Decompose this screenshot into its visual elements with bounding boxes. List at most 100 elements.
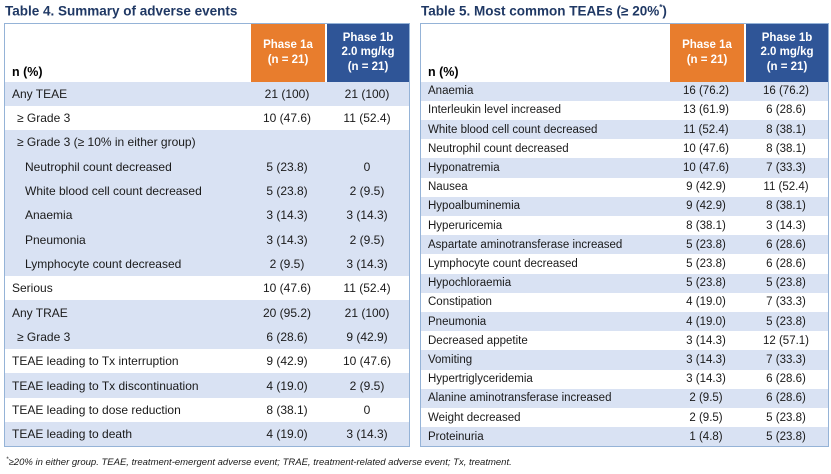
row-value-phase1a: 6 (28.6) <box>266 329 308 344</box>
row-label: Proteinuria <box>428 430 484 443</box>
footnote-asterisk: * <box>6 456 9 463</box>
table-row: Hyperuricemia 8 (38.1) 3 (14.3) <box>421 215 828 236</box>
row-label: Lymphocyte count decreased <box>428 257 578 270</box>
table4-section: Table 4. Summary of adverse events n (%)… <box>4 3 410 448</box>
table4-title-text: Table 4. Summary of adverse events <box>5 3 238 19</box>
table4-npct-header: n (%) <box>5 23 249 82</box>
table-row: Pneumonia 3 (14.3) 2 (9.5) <box>5 227 409 252</box>
row-value-phase1b: 7 (33.3) <box>766 353 806 366</box>
table-row: ≥ Grade 3 6 (28.6) 9 (42.9) <box>5 324 409 350</box>
row-value-phase1b: 6 (28.6) <box>766 392 806 405</box>
row-value-phase1a: 20 (95.2) <box>262 305 312 320</box>
row-value-phase1a: 2 (9.5) <box>269 256 305 271</box>
row-value-phase1a: 3 (14.3) <box>686 373 726 386</box>
table-row: Lymphocyte count decreased 2 (9.5) 3 (14.3… <box>5 251 409 277</box>
table-row: TEAE leading to Tx discontinuation 4 (19.… <box>5 373 409 398</box>
table-row: TEAE leading to dose reduction 8 (38.1) 0 <box>5 397 409 423</box>
row-label: Weight decreased <box>428 411 521 424</box>
row-value-phase1a: 3 (14.3) <box>266 208 308 223</box>
row-value-phase1b: 3 (14.3) <box>346 256 388 271</box>
row-label: Lymphocyte count decreased <box>25 256 182 271</box>
table-row: Aspartate aminotransferase increased 5 (2… <box>421 235 828 255</box>
row-label: TEAE leading to Tx discontinuation <box>12 378 199 393</box>
row-value-phase1a: 3 (14.3) <box>686 334 726 347</box>
table4-body: Any TEAE 21 (100) 21 (100) ≥ Grade 3 10 (47.… <box>5 81 409 447</box>
table-row: Hypochloraemia 5 (23.8) 5 (23.8) <box>421 273 828 293</box>
row-label: Hyponatremia <box>428 161 500 174</box>
row-label: TEAE leading to Tx interruption <box>12 354 179 369</box>
row-value-phase1a: 9 (42.9) <box>266 354 308 369</box>
row-label: White blood cell count decreased <box>25 183 202 198</box>
row-value-phase1b: 5 (23.8) <box>766 277 806 290</box>
row-value-phase1a: 4 (19.0) <box>686 315 726 328</box>
table4: n (%) Phase 1a (n = 21) Phase 1b 2.0 mg/kg(… <box>4 22 410 448</box>
table5-section: Table 5. Most common TEAEs (≥ 20%*) n (%… <box>420 3 829 448</box>
row-value-phase1a: 5 (23.8) <box>266 183 308 198</box>
row-label: Anaemia <box>25 208 73 223</box>
row-value-phase1a: 5 (23.8) <box>686 277 726 290</box>
row-value-phase1b: 21 (100) <box>344 305 390 320</box>
row-value-phase1b: 6 (28.6) <box>766 257 806 270</box>
table5-column-header-1: Phase 1a (n = 21) <box>668 23 744 82</box>
table5-title: Table 5. Most common TEAEs (≥ 20%*) <box>421 3 829 19</box>
row-label: Any TRAE <box>12 305 68 320</box>
row-value-phase1b: 11 (52.4) <box>763 181 809 194</box>
row-label: Interleukin level increased <box>428 104 561 117</box>
row-value-phase1a: 10 (47.6) <box>682 161 730 174</box>
row-value-phase1b: 8 (38.1) <box>766 200 806 213</box>
table-row: Proteinuria 1 (4.8) 5 (23.8) <box>421 427 828 447</box>
table4-header-row: n (%) Phase 1a (n = 21) Phase 1b 2.0 mg/kg(… <box>5 23 409 82</box>
row-label: Anaemia <box>428 85 474 98</box>
row-label: Pneumonia <box>25 232 86 247</box>
row-value-phase1b: 10 (47.6) <box>342 354 392 369</box>
row-label: Hyperuricemia <box>428 219 503 232</box>
table-row: Constipation 4 (19.0) 7 (33.3) <box>421 292 828 312</box>
row-value-phase1b: 21 (100) <box>344 86 390 101</box>
row-label: Constipation <box>428 296 492 309</box>
table-row: Hypoalbuminemia 9 (42.9) 8 (38.1) <box>421 196 828 216</box>
table-row: Hyponatremia 10 (47.6) 7 (33.3) <box>421 158 828 178</box>
row-label: Any TEAE <box>12 86 68 101</box>
table-row: TEAE leading to Tx interruption 9 (42.9) 1… <box>5 349 409 374</box>
table5-npct-header: n (%) <box>421 23 668 82</box>
row-value-phase1a: 11 (52.4) <box>683 123 729 136</box>
row-value-phase1b: 2 (9.5) <box>349 232 385 247</box>
table4-column-header-1: Phase 1a (n = 21) <box>249 23 325 82</box>
table-row: Vomiting 3 (14.3) 7 (33.3) <box>421 350 828 370</box>
row-value-phase1b: 6 (28.6) <box>766 238 806 251</box>
table-row: Anaemia 3 (14.3) 3 (14.3) <box>5 203 409 228</box>
table5-title-text: Table 5. Most common TEAEs (≥ 20% <box>421 3 660 19</box>
table5-title-suffix: ) <box>662 3 667 19</box>
row-value-phase1b: 8 (38.1) <box>766 142 806 155</box>
table-row: Pneumonia 4 (19.0) 5 (23.8) <box>421 311 828 332</box>
row-value-phase1a: 4 (19.0) <box>686 296 726 309</box>
footnote: *≥20% in either group. TEAE, treatment-e… <box>6 456 512 468</box>
row-value-phase1b: 5 (23.8) <box>766 411 806 424</box>
table-row: Hypertriglyceridemia 3 (14.3) 6 (28.6) <box>421 369 828 389</box>
row-value-phase1a: 16 (76.2) <box>682 85 730 98</box>
row-value-phase1b: 5 (23.8) <box>766 315 806 328</box>
row-value-phase1b: 0 <box>363 159 371 174</box>
table5-header-row: n (%) Phase 1a (n = 21) Phase 1b 2.0 mg/kg(… <box>421 23 828 82</box>
row-label: Alanine aminotransferase increased <box>428 392 612 405</box>
row-label: Hypochloraemia <box>428 277 512 290</box>
row-value-phase1b: 7 (33.3) <box>766 296 806 309</box>
row-label: Vomiting <box>428 353 473 366</box>
table-row: ≥ Grade 3 (≥ 10% in either group) <box>5 130 409 155</box>
row-label: Hypoalbuminemia <box>428 200 521 213</box>
row-label: Neutrophil count decreased <box>428 142 569 155</box>
table-row: Nausea 9 (42.9) 11 (52.4) <box>421 177 828 197</box>
table4-column-header-2: Phase 1b 2.0 mg/kg (n = 21) <box>325 23 409 82</box>
row-value-phase1a: 4 (19.0) <box>266 427 308 442</box>
table-row: Alanine aminotransferase increased 2 (9.5… <box>421 388 828 408</box>
table-row: ≥ Grade 3 10 (47.6) 11 (52.4) <box>5 105 409 131</box>
table-row: Neutrophil count decreased 10 (47.6) 8 (38… <box>421 139 828 159</box>
row-value-phase1a: 10 (47.6) <box>262 110 312 125</box>
row-label: TEAE leading to dose reduction <box>12 402 181 417</box>
row-value-phase1a: 5 (23.8) <box>686 257 726 270</box>
row-value-phase1a: 2 (9.5) <box>689 411 723 424</box>
table5: n (%) Phase 1a (n = 21) Phase 1b 2.0 mg/kg(… <box>420 22 829 448</box>
table-row: Anaemia 16 (76.2) 16 (76.2) <box>421 81 828 101</box>
table-row: TEAE leading to death 4 (19.0) 3 (14.3) <box>5 422 409 447</box>
